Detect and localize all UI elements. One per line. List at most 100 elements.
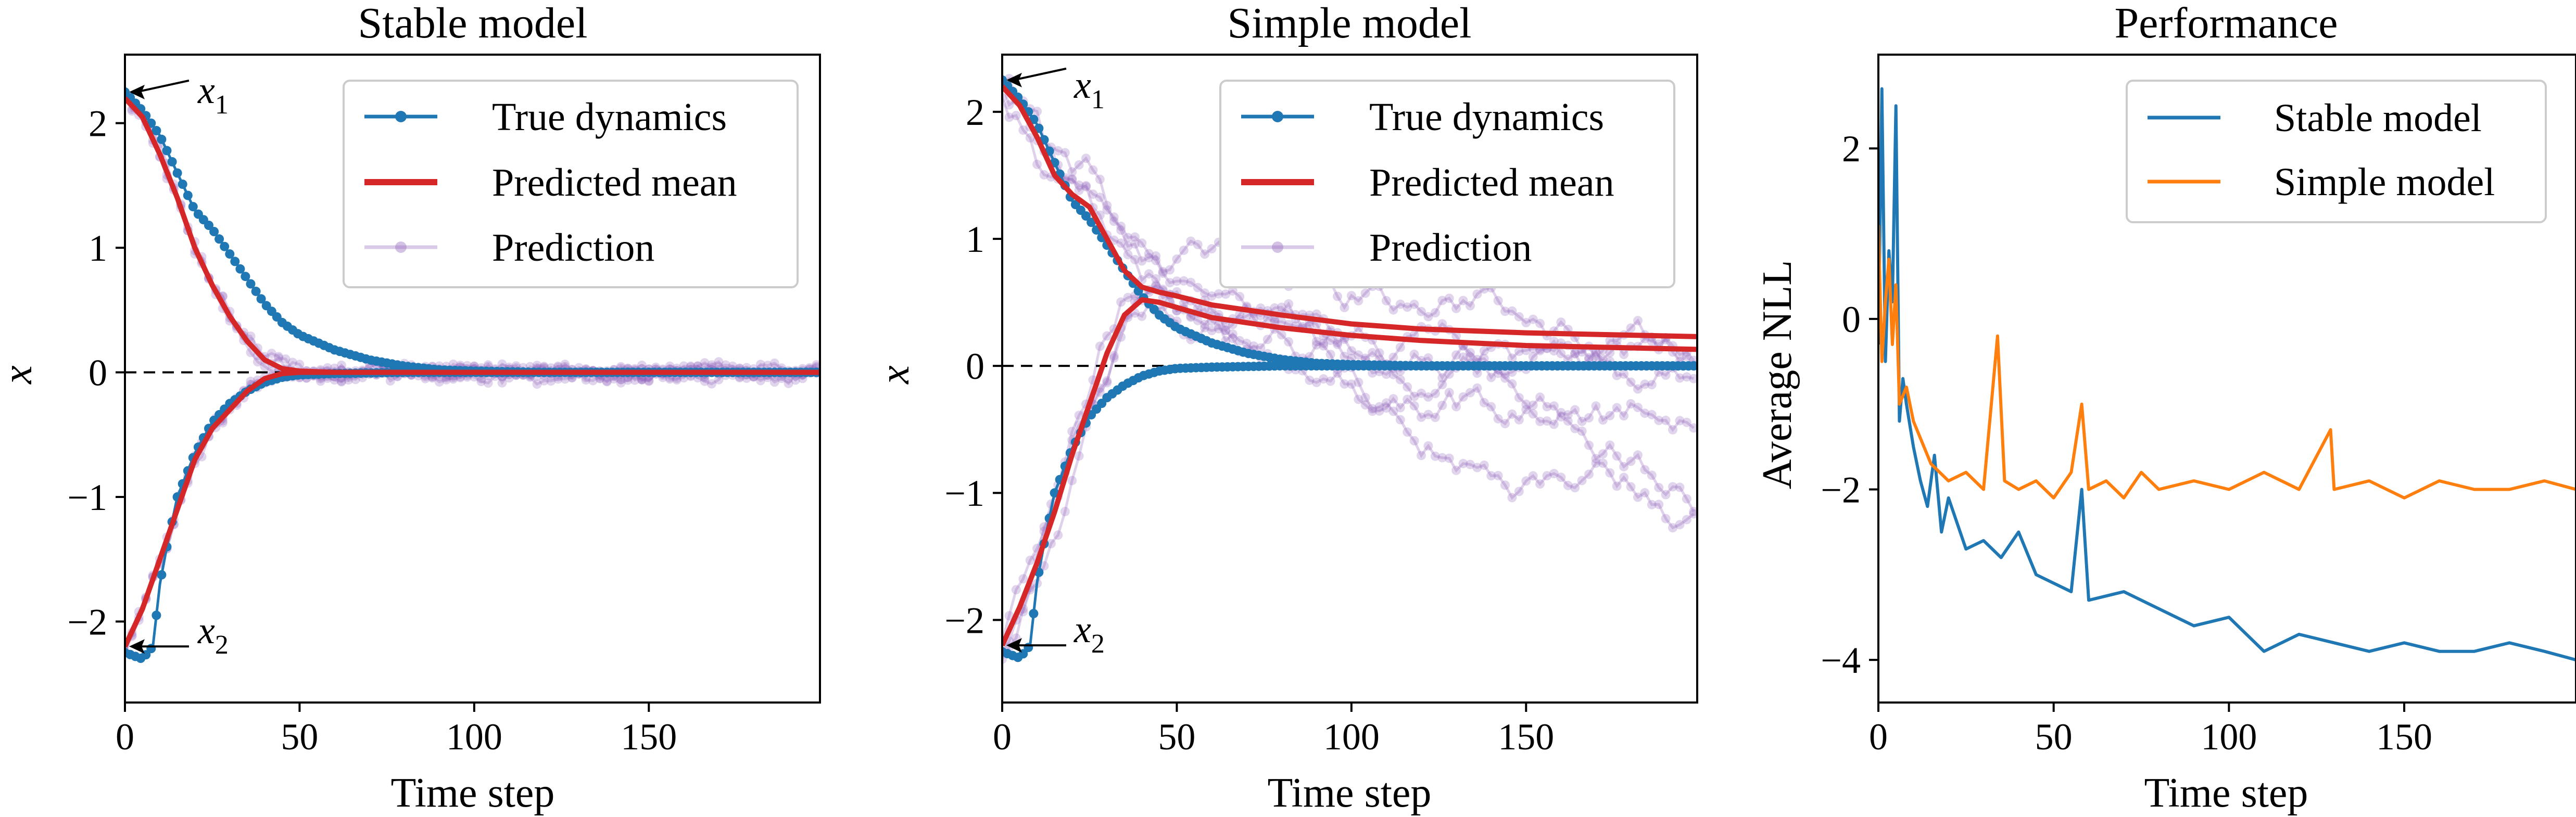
prediction-sample-marker [1626,482,1636,492]
prediction-sample-marker [1486,402,1496,412]
legend-box [343,80,799,288]
x-tick-label: 150 [1498,716,1554,758]
prediction-sample-marker [1116,225,1126,235]
prediction-sample-marker [1228,286,1238,296]
x-tick-label: 100 [1323,716,1380,758]
x-axis-label: Time step [1268,770,1432,816]
chart-title: Simple model [1228,0,1472,47]
prediction-sample-marker [1654,500,1664,509]
prediction-sample-marker [1549,401,1559,411]
prediction-sample-marker [1598,458,1608,468]
prediction-sample-marker [1074,411,1084,420]
prediction-sample-marker [1619,462,1629,471]
prediction-sample-marker [1437,296,1447,305]
prediction-sample-marker [1633,403,1643,412]
prediction-sample-marker [1333,368,1342,378]
prediction-sample-marker [1368,348,1378,358]
prediction-sample-marker [1458,352,1468,362]
prediction-sample-marker [1151,274,1161,284]
prediction-sample-marker [1074,451,1084,461]
prediction-sample-marker [1598,415,1608,425]
prediction-sample-marker [1465,348,1475,358]
prediction-sample-marker [1214,289,1223,299]
prediction-sample-marker [1458,392,1468,402]
y-tick-label: 0 [89,352,107,394]
prediction-sample-marker [1584,354,1594,364]
legend-marker-true-dynamics [395,111,407,122]
prediction-sample-marker [637,360,647,370]
prediction-sample-marker [560,374,570,384]
prediction-sample-marker [1437,401,1447,410]
annotation-arrow [136,79,190,93]
prediction-sample-marker [1109,351,1119,361]
prediction-sample-marker [1395,403,1405,413]
true-dynamics-marker [151,126,161,135]
prediction-sample-marker [1172,276,1182,286]
prediction-sample-marker [644,376,654,386]
prediction-sample-marker [1535,318,1545,328]
chart-panel-stable-model: Stable model Time step x 0 50 100 150 −2 −1 0 1… [0,0,821,816]
prediction-sample-marker [1200,288,1210,298]
prediction-sample-marker [1346,346,1356,356]
prediction-sample-marker [1500,373,1510,383]
prediction-sample-marker [1451,350,1461,360]
prediction-sample-marker [784,378,793,388]
prediction-sample-marker [1430,413,1440,423]
prediction-sample-marker [672,375,681,385]
prediction-sample-marker [1032,107,1042,117]
prediction-sample-marker [1381,369,1391,379]
prediction-sample-marker [1088,189,1098,199]
prediction-sample-marker [1521,318,1531,327]
plot-area: 0 50 100 150 −4 −2 0 2 [1821,54,2576,758]
prediction-sample-marker [1060,507,1070,516]
prediction-sample-marker [1549,469,1559,478]
prediction-sample-marker [1417,412,1426,422]
prediction-sample-marker [1535,479,1545,489]
prediction-sample-marker [1109,216,1119,226]
prediction-sample-marker [1319,338,1329,348]
plot-area: 0 50 100 150 −2 −1 0 1 2 [67,54,821,758]
prediction-sample-marker [1619,473,1629,482]
prediction-sample-marker [1619,411,1629,421]
prediction-sample-marker [1640,379,1650,389]
prediction-sample-marker [1444,388,1454,398]
prediction-sample-marker [1102,378,1112,388]
prediction-sample-marker [1277,330,1286,340]
true-dynamics-marker [1689,361,1697,371]
axes-frame [1877,54,2576,704]
prediction-sample-marker [1074,185,1084,195]
prediction-sample-marker [1409,401,1419,411]
prediction-sample-marker [274,352,284,362]
prediction-sample-marker [1325,376,1335,386]
prediction-sample-marker [1207,244,1217,254]
prediction-sample-marker [441,375,451,385]
prediction-sample-marker [1305,375,1315,385]
prediction-sample-marker [1360,392,1370,402]
true-dynamics-marker [146,644,156,654]
x-axis-label: Time step [391,770,555,816]
prediction-sample-marker [1689,507,1697,516]
prediction-sample-marker [1067,167,1077,177]
prediction-sample-marker [1647,410,1657,419]
prediction-sample-marker [1535,392,1545,402]
true-dynamics-marker [1034,123,1044,133]
prediction-sample-marker [1423,312,1433,322]
true-dynamics-marker [157,134,167,144]
prediction-sample-marker [1137,256,1147,266]
prediction-sample-marker [1053,146,1063,156]
prediction-sample-marker [1409,391,1419,401]
prediction-sample-marker [1430,308,1440,317]
prediction-sample-marker [1130,239,1140,249]
prediction-sample-marker [1661,370,1671,380]
true-dynamics-marker [162,146,172,156]
prediction-sample-marker [1102,200,1112,210]
y-tick-label: −1 [67,477,107,518]
prediction-sample-marker [1200,320,1210,329]
legend-box [1219,80,1675,288]
prediction-sample-marker [1123,250,1133,260]
prediction-sample-marker [1451,303,1461,313]
prediction-sample-marker [1311,340,1321,350]
series-line-stable-model [1878,87,2576,661]
prediction-sample-marker [630,375,640,385]
prediction-sample-marker [1311,309,1321,319]
